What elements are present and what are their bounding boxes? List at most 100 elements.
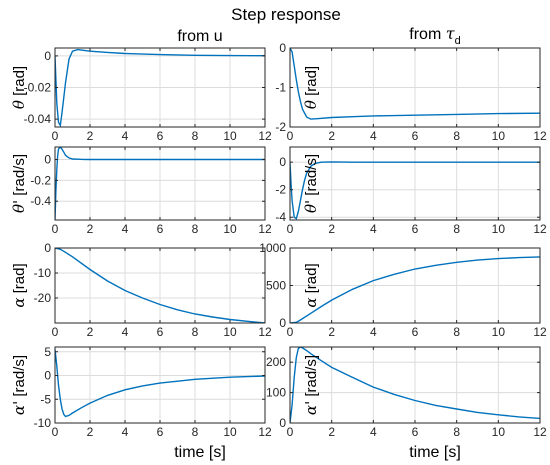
x-tick-label: 2	[87, 222, 94, 236]
x-tick-label: 12	[533, 222, 547, 236]
y-tick-label: -0.02	[24, 81, 52, 95]
y-tick-label: 0	[279, 155, 286, 169]
y-tick-label: 500	[266, 279, 286, 293]
x-tick-label: 8	[192, 325, 199, 339]
y-axis-label-symbol: α	[302, 298, 320, 308]
x-tick-label: 2	[87, 425, 94, 439]
x-tick-label: 12	[533, 425, 547, 439]
x-tick-label: 8	[453, 129, 460, 143]
y-axis-label-symbol: α	[10, 298, 28, 308]
y-axis-label-unit: [rad/s]	[303, 355, 320, 401]
y-tick-label: -0.04	[24, 112, 52, 126]
subplot-thetadot_from_u: 0 2 4 6 8 10 12 -0.4 -0.2 0 θ' [rad/s]	[10, 146, 272, 236]
x-tick-label: 12	[533, 325, 547, 339]
y-tick-label: 0	[279, 41, 286, 55]
x-tick-label: 12	[533, 129, 547, 143]
x-tick-label: 6	[157, 222, 164, 236]
x-tick-label: 10	[223, 325, 237, 339]
column-title-from-tau-d-prefix: from	[409, 26, 445, 43]
figure-title: Step response	[231, 5, 341, 24]
x-tick-label: 10	[492, 222, 506, 236]
x-tick-label: 10	[223, 222, 237, 236]
x-tick-label: 4	[370, 129, 377, 143]
y-axis-label-symbol: θ'	[302, 200, 320, 213]
x-tick-label: 4	[370, 222, 377, 236]
x-tick-label: 2	[87, 325, 94, 339]
y-axis-label-unit: [rad/s]	[11, 355, 28, 401]
series-line-thetadot_from_u	[55, 147, 265, 220]
subplot-alphadot_from_u: 0 2 4 6 8 10 12 -10 -5 0 5 α' [rad/s]	[10, 345, 272, 439]
y-axis-label: α' [rad/s]	[10, 355, 28, 415]
y-tick-label: 0	[44, 369, 51, 383]
subplot-thetadot_from_tau: 0 2 4 6 8 10 12 -4 -2 0 θ' [rad/s]	[275, 146, 547, 236]
y-tick-label: 0	[44, 241, 51, 255]
y-tick-label: 200	[266, 355, 286, 369]
y-tick-label: -0.4	[30, 194, 51, 208]
y-tick-label: -4	[275, 210, 286, 224]
x-tick-label: 6	[157, 129, 164, 143]
x-tick-label: 2	[328, 222, 335, 236]
y-tick-label: 0	[44, 49, 51, 63]
x-tick-label: 10	[492, 425, 506, 439]
y-tick-label: -10	[34, 266, 52, 280]
x-tick-label: 0	[287, 222, 294, 236]
x-tick-label: 0	[52, 325, 59, 339]
series-line-theta_from_u	[55, 48, 265, 127]
y-tick-label: -5	[40, 392, 51, 406]
subplot-alpha_from_u: 0 2 4 6 8 10 12 -20 -10 0 α [rad]	[10, 241, 272, 339]
y-tick-label: -20	[34, 291, 52, 305]
y-tick-label: 0	[44, 153, 51, 167]
x-tick-label: 6	[157, 325, 164, 339]
y-axis-label: θ' [rad/s]	[302, 154, 320, 213]
x-tick-label: 10	[223, 129, 237, 143]
y-axis-label: θ [rad]	[302, 66, 320, 109]
y-tick-label: -2	[275, 183, 286, 197]
x-tick-label: 12	[258, 425, 272, 439]
x-tick-label: 12	[258, 325, 272, 339]
x-tick-label: 4	[122, 222, 129, 236]
series-line-alphadot_from_u	[55, 349, 265, 418]
subplot-alphadot_from_tau: 0 2 4 6 8 10 12 0 100 200 α' [rad/s]	[266, 346, 547, 439]
x-tick-label: 6	[157, 425, 164, 439]
x-axis-label-right: time [s]	[409, 444, 461, 461]
x-tick-label: 12	[258, 222, 272, 236]
y-tick-label: 100	[266, 386, 286, 400]
y-tick-label: -2	[275, 120, 286, 134]
y-axis-label-symbol: θ'	[10, 200, 28, 213]
x-tick-label: 12	[258, 129, 272, 143]
tau-subscript: d	[455, 35, 461, 47]
x-tick-label: 6	[412, 222, 419, 236]
x-tick-label: 10	[223, 425, 237, 439]
y-tick-label: 0	[279, 316, 286, 330]
x-tick-label: 4	[122, 325, 129, 339]
x-tick-label: 10	[492, 325, 506, 339]
x-tick-label: 6	[412, 129, 419, 143]
y-axis-label: θ' [rad/s]	[10, 154, 28, 213]
tau-symbol: τ	[446, 24, 456, 43]
subplot-theta_from_u: 0 2 4 6 8 10 12 -0.04 -0.02 0 θ [rad]	[10, 47, 272, 143]
x-tick-label: 6	[412, 425, 419, 439]
y-axis-label: α [rad]	[302, 263, 320, 307]
y-tick-label: -1	[275, 81, 286, 95]
series-line-alpha_from_tau	[290, 256, 540, 323]
y-axis-label-unit: [rad/s]	[11, 154, 28, 200]
y-axis-label-unit: [rad]	[303, 66, 320, 100]
y-axis-label: θ [rad]	[10, 66, 28, 109]
column-title-from-u: from u	[177, 28, 222, 45]
x-axis-label-left: time [s]	[174, 444, 226, 461]
series-line-thetadot_from_tau	[290, 161, 540, 220]
x-tick-label: 8	[192, 425, 199, 439]
subplot-alpha_from_tau: 0 2 4 6 8 10 12 0 500 1000 α [rad]	[259, 241, 547, 339]
y-axis-label-symbol: θ	[10, 100, 28, 109]
y-axis-label-unit: [rad]	[303, 263, 320, 297]
x-tick-label: 2	[328, 325, 335, 339]
y-axis-label: α' [rad/s]	[302, 355, 320, 415]
y-tick-label: 1000	[259, 241, 286, 255]
series-line-alphadot_from_tau	[290, 347, 540, 423]
y-axis-label: α [rad]	[10, 263, 28, 307]
x-tick-label: 8	[453, 325, 460, 339]
x-tick-label: 2	[328, 425, 335, 439]
y-axis-label-symbol: α'	[302, 401, 320, 415]
